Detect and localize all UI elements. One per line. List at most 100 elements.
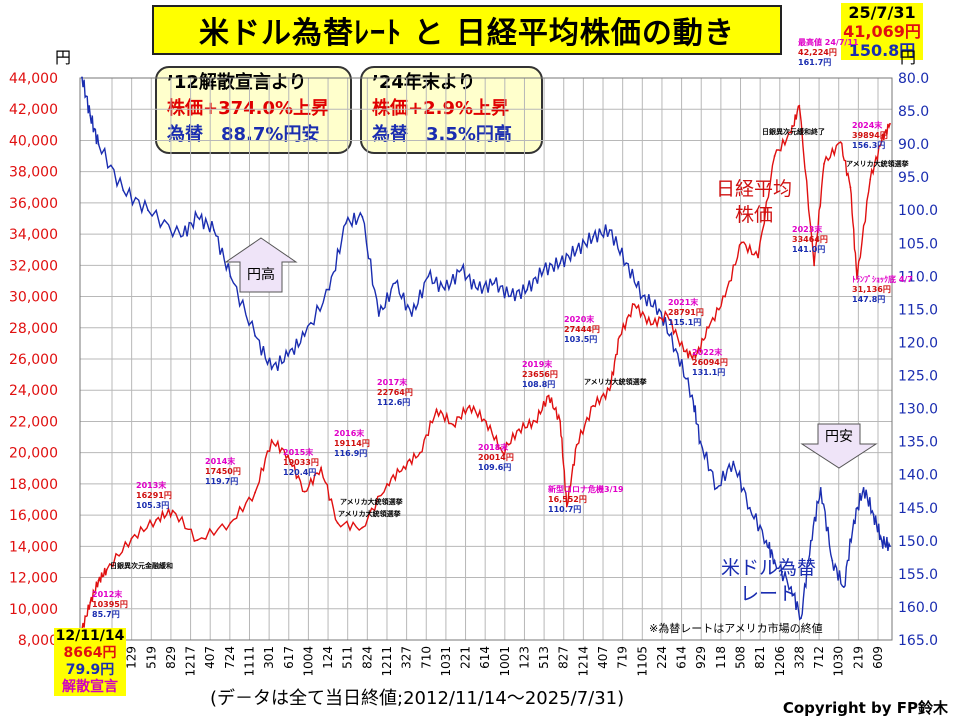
fx-label-line2: レート	[740, 583, 798, 605]
annotation-fx: 156.3円	[852, 141, 885, 150]
annotation-label: 2014末	[205, 456, 235, 466]
fx-point	[97, 143, 100, 146]
x-tick-label: 219	[851, 646, 865, 669]
info-box-since-2012: ’12解散宣言より 株価+374.0%上昇 為替 88.7%円安	[155, 66, 352, 154]
nikkei-point	[435, 408, 438, 411]
annotation-nikkei: 42,224円	[798, 48, 837, 57]
left-tick-label: 30,000	[9, 290, 58, 306]
right-tick-label: 160.0	[898, 600, 938, 616]
x-tick-label: 118	[714, 646, 728, 669]
nikkei-point	[89, 601, 92, 604]
left-tick-label: 34,000	[9, 227, 58, 243]
fx-point	[862, 487, 865, 489]
nikkei-point	[592, 404, 595, 407]
left-tick-label: 38,000	[9, 165, 58, 181]
nikkei-point	[839, 141, 842, 143]
start-event: 解散宣言	[54, 679, 126, 696]
nikkei-point	[618, 335, 621, 338]
event-label: 日銀異次元金融緩和	[110, 561, 173, 570]
fx-point	[526, 288, 529, 291]
chart-title: 米ドル為替ﾚｰﾄ と 日経平均株価の動き	[152, 5, 782, 55]
nikkei-point	[386, 482, 388, 485]
annotation-fx: 119.7円	[205, 477, 238, 486]
arrow-up-yen-strong: 円高	[224, 237, 298, 293]
nikkei-point	[452, 423, 454, 426]
annotation-label: 新型コロナ危機3/19	[548, 484, 624, 494]
left-tick-label: 8,000	[18, 633, 58, 649]
x-tick-label: 1105	[635, 646, 649, 677]
fx-point	[819, 487, 822, 489]
nikkei-point	[130, 537, 133, 540]
event-label: アメリカ大統領選挙	[338, 509, 401, 518]
annotation-nikkei: 31,136円	[852, 285, 891, 294]
event-label: 日銀異次元緩和終了	[762, 127, 825, 136]
fx-point	[410, 315, 413, 317]
annotation-fx: 112.6円	[377, 398, 410, 407]
x-tick-label: 221	[459, 646, 473, 669]
right-axis-unit: 円	[900, 48, 917, 67]
annotation-fx: 147.8円	[852, 295, 885, 304]
nikkei-point	[501, 451, 504, 454]
nikkei-point	[402, 465, 405, 468]
fx-point	[427, 275, 430, 278]
x-tick-label: 824	[360, 646, 374, 669]
fx-point	[476, 288, 479, 291]
fx-point	[872, 513, 875, 516]
annotation-label: 2016末	[334, 428, 364, 438]
nikkei-point	[813, 264, 816, 267]
latest-nikkei: 41,069円	[841, 22, 923, 41]
x-tick-label: 827	[557, 646, 571, 669]
x-tick-label: 614	[478, 646, 492, 669]
x-tick-label: 724	[223, 646, 237, 669]
arrow-down-yen-weak: 円安	[800, 423, 878, 469]
start-value-box: 12/11/14 8664円 79.9円 解散宣言	[54, 628, 126, 696]
annotation-fx: 120.4円	[283, 468, 316, 477]
left-tick-label: 26,000	[9, 352, 58, 368]
right-tick-label: 100.0	[898, 203, 938, 219]
fx-point	[765, 539, 768, 542]
nikkei-point	[869, 178, 872, 181]
fx-point	[800, 617, 802, 620]
fx-point	[344, 222, 347, 225]
fx-point	[81, 76, 83, 79]
fx-point	[122, 189, 125, 192]
annotation-label: ﾄﾗﾝﾌﾟｼｮｯｸ底 4/7	[852, 274, 913, 284]
right-tick-label: 130.0	[898, 402, 938, 418]
fx-point	[180, 235, 182, 238]
x-tick-label: 407	[203, 646, 217, 669]
x-tick-label: 614	[675, 646, 689, 669]
annotation-label: 2022末	[692, 347, 722, 357]
fx-point	[773, 559, 776, 562]
nikkei-point	[534, 420, 537, 423]
x-tick-label: 301	[262, 646, 276, 669]
right-tick-label: 145.0	[898, 501, 938, 517]
left-tick-label: 18,000	[9, 477, 58, 493]
nikkei-point	[724, 295, 727, 298]
x-tick-label: 829	[164, 646, 178, 669]
annotation-nikkei: 23656円	[522, 370, 558, 379]
nikkei-point	[565, 505, 568, 508]
left-tick-label: 16,000	[9, 508, 58, 524]
right-tick-label: 115.0	[898, 302, 938, 318]
nikkei-point	[518, 428, 520, 431]
left-tick-label: 40,000	[9, 133, 58, 149]
right-tick-label: 150.0	[898, 534, 938, 550]
arrow-down-label: 円安	[825, 429, 853, 445]
x-tick-label: 929	[694, 646, 708, 669]
nikkei-label-line2: 株価	[735, 204, 774, 226]
annotation-nikkei: 16,552円	[548, 495, 587, 504]
nikkei-point	[303, 490, 306, 493]
nikkei-point	[633, 303, 636, 306]
x-tick-label: 1030	[832, 646, 846, 677]
nikkei-point	[287, 454, 290, 457]
nikkei-point	[823, 162, 825, 165]
nikkei-point	[740, 241, 743, 244]
latest-fx: 150.8円	[841, 41, 923, 60]
nikkei-point	[320, 466, 323, 469]
fx-point	[658, 308, 661, 311]
x-tick-label: 617	[282, 646, 296, 669]
x-tick-label: 719	[616, 646, 630, 669]
annotation-nikkei: 19114円	[334, 439, 370, 448]
x-tick-label: 123	[517, 646, 531, 669]
